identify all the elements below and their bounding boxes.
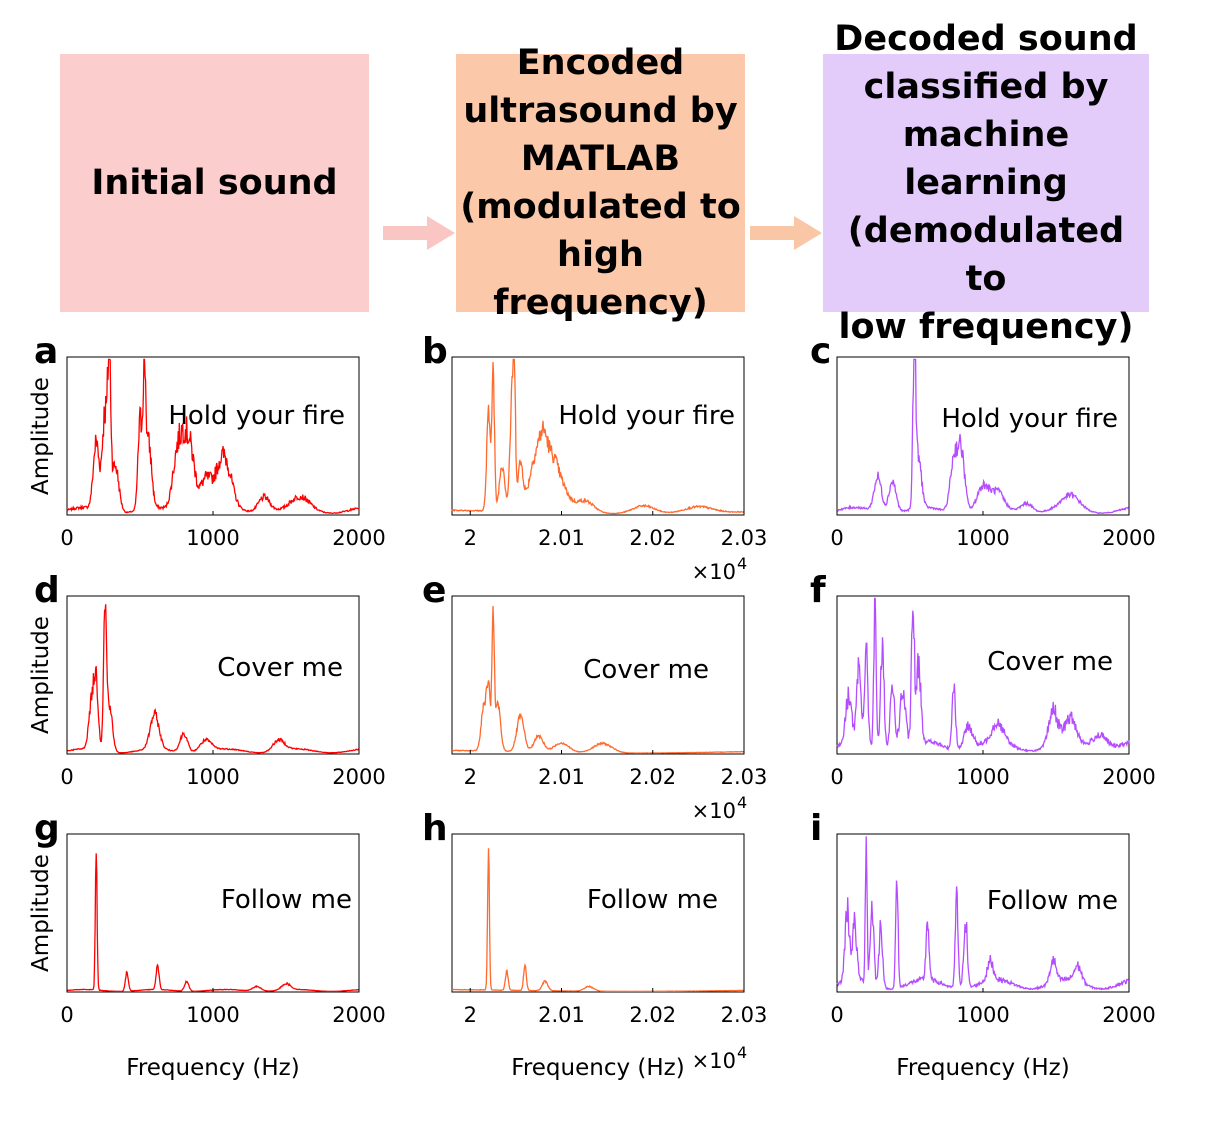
panel-label-f: f — [810, 570, 826, 611]
arrow-right-icon — [383, 216, 455, 250]
x-tick-label: 1000 — [956, 1003, 1009, 1027]
x-tick-label: 2000 — [1102, 1003, 1155, 1027]
phrase-label-g: Follow me — [221, 885, 352, 915]
x-tick-label: 2 — [464, 765, 477, 789]
y-axis-label: Amplitude — [28, 616, 54, 734]
panel-a: a 0 1000 2000 Hold your fire Amplitude — [28, 331, 386, 550]
x-tick-label: 2.03 — [721, 526, 768, 550]
header-initial-label: Initial sound — [91, 163, 338, 203]
x-tick-label: 2000 — [1102, 526, 1155, 550]
exponent-label: ×10 — [692, 799, 736, 823]
x-tick-label: 0 — [60, 526, 73, 550]
spectrum-line-h — [451, 848, 744, 993]
x-tick-label: 2.02 — [629, 526, 676, 550]
header-encoded-ultrasound: Encoded ultrasound by MATLAB (modulated … — [456, 43, 745, 323]
panel-label-g: g — [34, 808, 60, 849]
x-axis-label-col-3: Frequency (Hz) — [896, 1055, 1069, 1081]
x-tick-label: 0 — [830, 526, 843, 550]
spectrum-line-g — [66, 853, 359, 993]
header-encoded-label: Encoded ultrasound by MATLAB (modulated … — [460, 43, 741, 323]
spectrum-line-f — [836, 597, 1130, 753]
x-tick-label: 2000 — [332, 1003, 385, 1027]
x-tick-label: 0 — [830, 1003, 843, 1027]
spectrum-line-b — [451, 358, 745, 515]
axes-box — [836, 356, 1130, 516]
x-tick-label: 1000 — [186, 765, 239, 789]
x-tick-label: 2.01 — [538, 526, 585, 550]
arrow-right-icon — [750, 216, 822, 250]
phrase-label-b: Hold your fire — [558, 401, 735, 431]
x-tick-label: 2.01 — [538, 1003, 585, 1027]
y-axis-label: Amplitude — [28, 854, 54, 972]
x-tick-label: 1000 — [186, 1003, 239, 1027]
x-tick-label: 2000 — [332, 526, 385, 550]
x-tick-label: 2000 — [332, 765, 385, 789]
header-initial-sound: Initial sound — [60, 54, 369, 312]
axes-box — [451, 595, 745, 755]
spectrum-line-d — [67, 604, 360, 754]
exponent-power: 4 — [737, 1043, 747, 1062]
x-tick-label: 1000 — [956, 526, 1009, 550]
panel-label-d: d — [34, 570, 60, 611]
x-tick-label: 2 — [464, 1003, 477, 1027]
phrase-label-f: Cover me — [987, 647, 1113, 677]
phrase-label-i: Follow me — [987, 886, 1118, 916]
panel-d: d 0 1000 2000 Cover me Amplitude — [28, 570, 386, 789]
panel-i: i 0 1000 2000 Follow me — [810, 808, 1156, 1027]
x-tick-label: 2.03 — [721, 1003, 768, 1027]
phrase-label-h: Follow me — [587, 885, 718, 915]
phrase-label-d: Cover me — [217, 653, 343, 683]
exponent-label: ×10 — [692, 1049, 736, 1073]
panel-label-c: c — [810, 331, 831, 372]
panel-f: f 0 1000 2000 Cover me — [810, 570, 1156, 789]
spectrum-line-e — [451, 605, 745, 754]
panel-b: b 2 2.01 2.02 2.03 Hold your fire ×10 4 — [422, 331, 767, 584]
y-axis-label: Amplitude — [28, 377, 54, 495]
x-tick-label: 2.01 — [538, 765, 585, 789]
x-tick-label: 2.02 — [629, 1003, 676, 1027]
axes-box — [451, 356, 745, 516]
exponent-label: ×10 — [692, 560, 736, 584]
panel-h: h 2 2.01 2.02 2.03 Follow me ×10 4 — [422, 808, 767, 1073]
exponent-power: 4 — [737, 793, 747, 812]
x-tick-label: 2.03 — [721, 765, 768, 789]
x-tick-label: 2 — [464, 526, 477, 550]
panel-label-e: e — [422, 570, 446, 611]
spectrum-line-c — [836, 358, 1130, 515]
x-tick-label: 0 — [60, 765, 73, 789]
x-tick-label: 1000 — [186, 526, 239, 550]
axes-box — [451, 833, 745, 993]
x-tick-label: 1000 — [956, 765, 1009, 789]
panel-e: e 2 2.01 2.02 2.03 Cover me ×10 4 — [422, 570, 767, 823]
phrase-label-c: Hold your fire — [941, 404, 1118, 434]
x-tick-label: 2000 — [1102, 765, 1155, 789]
header-decoded-label: Decoded sound classified by machine lear… — [834, 19, 1138, 347]
phrase-label-e: Cover me — [583, 655, 709, 685]
x-tick-label: 0 — [60, 1003, 73, 1027]
panel-label-a: a — [34, 331, 58, 372]
panel-label-i: i — [810, 808, 822, 849]
x-axis-label-col-1: Frequency (Hz) — [126, 1055, 299, 1081]
x-axis-label-col-2: Frequency (Hz) — [511, 1055, 684, 1081]
phrase-label-a: Hold your fire — [168, 401, 345, 431]
panel-g: g 0 1000 2000 Follow me Amplitude — [28, 808, 386, 1027]
spectrum-line-a — [66, 358, 360, 515]
panel-label-b: b — [422, 331, 448, 372]
exponent-power: 4 — [737, 554, 747, 573]
panel-c: c 0 1000 2000 Hold your fire — [810, 331, 1156, 550]
header-decoded-sound: Decoded sound classified by machine lear… — [823, 19, 1149, 347]
x-tick-label: 2.02 — [629, 765, 676, 789]
panel-label-h: h — [422, 808, 448, 849]
x-tick-label: 0 — [830, 765, 843, 789]
spectrum-line-i — [836, 836, 1129, 991]
